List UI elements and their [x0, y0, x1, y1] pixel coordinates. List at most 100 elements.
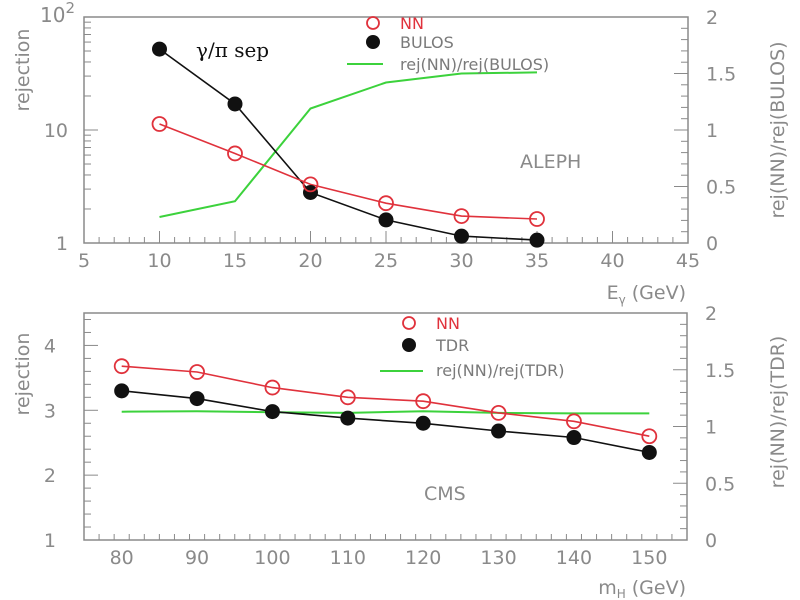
x-tick-label: 45	[676, 250, 700, 272]
tdr-point	[340, 410, 356, 426]
bulos-point	[529, 232, 545, 248]
aleph-ticks	[83, 16, 689, 244]
x-tick-label: 5	[78, 250, 90, 272]
bulos-point	[152, 41, 167, 57]
cms-experiment-label: CMS	[424, 483, 466, 505]
tdr-point	[491, 423, 507, 439]
legend-nn-marker	[366, 16, 380, 30]
aleph-y-axis-title: rejection	[12, 29, 34, 112]
bulos-point	[378, 212, 394, 228]
x-tick-label: 25	[374, 250, 398, 272]
nn-point	[490, 404, 507, 421]
y-tick-label: 2	[44, 465, 56, 487]
cms-x-axis-title: mH (GeV)	[598, 577, 686, 600]
cms-tick-labels: 80 90 100 110 120 130 140 150 1 2 3 4 0 0.5 1 1.5 2	[44, 303, 735, 569]
aleph-x-axis-title: Eγ (GeV)	[607, 282, 686, 307]
tdr-point	[415, 415, 431, 431]
y-right-tick-label: 1	[706, 120, 718, 142]
aleph-panel: 5 10 15 20 25 30 35 40 45 1 10 0 0.5 1 1.5 2 102 reject…	[12, 0, 789, 307]
cms-panel: 80 90 100 110 120 130 140 150 1 2 3 4 0 0.5 1 1.5 2 reje…	[12, 303, 789, 600]
aleph-y-top-exponent: 2	[65, 0, 75, 17]
tdr-point	[114, 383, 130, 399]
y-right-tick-label: 1.5	[706, 64, 736, 86]
nn-point	[339, 389, 356, 406]
tdr-point	[641, 444, 657, 460]
legend-nn-label: NN	[436, 314, 460, 333]
y-right-tick-label: 0	[705, 530, 717, 552]
aleph-y-right-axis-title: rej(NN)/rej(BULOS)	[767, 41, 789, 218]
y-right-tick-label: 0	[706, 233, 718, 255]
nn-point	[529, 211, 545, 227]
aleph-series	[151, 41, 545, 248]
x-tick-label: 80	[110, 547, 134, 569]
x-tick-label: 35	[525, 250, 549, 272]
x-tick-label: 40	[600, 250, 624, 272]
aleph-annotation-title: γ/π sep	[196, 38, 269, 62]
nn-point	[189, 364, 205, 380]
x-tick-label: 20	[298, 250, 322, 272]
nn-point	[151, 116, 168, 132]
x-tick-label: 30	[449, 250, 473, 272]
nn-point	[227, 145, 243, 162]
legend-bulos-label: BULOS	[400, 33, 454, 52]
aleph-x-axis-subscript: γ	[619, 293, 626, 307]
nn-point	[453, 208, 470, 225]
cms-x-axis-subscript: H	[617, 587, 626, 600]
y-right-tick-label: 1	[705, 417, 717, 439]
x-tick-label: 90	[185, 547, 209, 569]
nn-point	[264, 379, 281, 396]
y-tick-label: 1	[56, 233, 68, 255]
legend-ratio-label: rej(NN)/rej(TDR)	[436, 361, 565, 380]
cms-series	[113, 358, 658, 460]
nn-point	[302, 176, 319, 193]
cms-legend: NN TDR rej(NN)/rej(TDR)	[380, 314, 565, 380]
cms-y-axis-title: rejection	[12, 333, 34, 416]
x-tick-label: 150	[631, 547, 667, 569]
legend-bulos-marker	[366, 35, 380, 49]
cms-ticks	[83, 312, 688, 541]
legend-nn-label: NN	[400, 14, 424, 33]
cms-y-right-axis-title: rej(NN)/rej(TDR)	[767, 336, 789, 489]
legend-nn-marker	[402, 316, 416, 330]
aleph-y-top-label: 102	[40, 0, 75, 27]
tdr-point	[264, 404, 280, 420]
x-tick-label: 100	[254, 547, 290, 569]
legend-tdr-label: TDR	[435, 336, 469, 355]
aleph-legend: NN BULOS rej(NN)/rej(BULOS)	[347, 14, 549, 74]
y-tick-label: 3	[44, 400, 56, 422]
tdr-point	[566, 430, 582, 446]
y-right-tick-label: 0.5	[706, 177, 736, 199]
y-tick-label: 1	[44, 530, 56, 552]
bulos-point	[303, 184, 318, 200]
series-line-tdr	[121, 390, 650, 454]
nn-point	[415, 393, 432, 410]
x-tick-label: 10	[147, 250, 171, 272]
x-tick-label: 130	[480, 547, 516, 569]
series-line-bulos	[159, 48, 538, 241]
series-line-nn	[159, 123, 538, 220]
nn-point	[566, 413, 582, 430]
bulos-point	[454, 228, 469, 244]
y-right-tick-label: 2	[706, 7, 718, 29]
aleph-tick-labels: 5 10 15 20 25 30 35 40 45 1 10 0 0.5 1 1.5 2	[44, 7, 736, 272]
y-tick-label: 4	[44, 335, 56, 357]
y-right-tick-label: 2	[705, 303, 717, 325]
y-right-tick-label: 1.5	[705, 360, 735, 382]
x-tick-label: 15	[223, 250, 247, 272]
y-tick-label: 10	[44, 120, 68, 142]
x-tick-label: 140	[556, 547, 592, 569]
tdr-point	[189, 391, 205, 407]
series-line-rej-nn-rej-bulos	[159, 71, 538, 218]
bulos-point	[227, 96, 243, 112]
series-line-nn	[121, 365, 650, 437]
aleph-experiment-label: ALEPH	[520, 151, 581, 173]
y-right-tick-label: 0.5	[705, 473, 735, 495]
x-tick-label: 110	[330, 547, 366, 569]
legend-ratio-label: rej(NN)/rej(BULOS)	[400, 55, 549, 74]
nn-point	[378, 195, 394, 212]
nn-point	[641, 428, 658, 445]
nn-point	[113, 358, 130, 375]
series-line-rej-nn-rej-tdr	[121, 410, 650, 415]
x-tick-label: 120	[405, 547, 441, 569]
